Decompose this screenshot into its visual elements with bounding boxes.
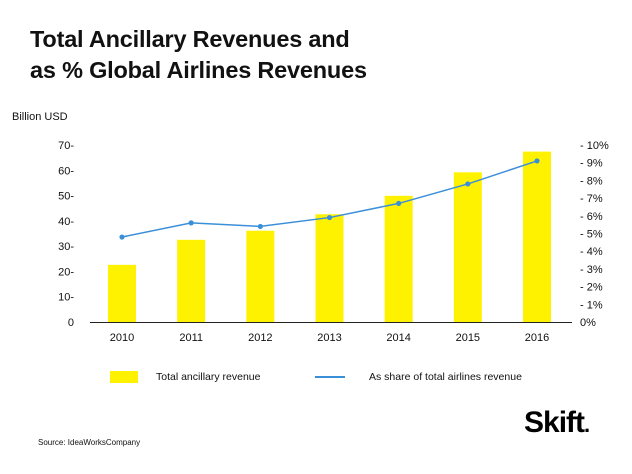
chart-title-line-2: as % Global Airlines Revenues bbox=[30, 57, 367, 83]
y-left-tick-label-3: 30- bbox=[58, 241, 74, 253]
y-right-tick-label-7: - 7% bbox=[580, 193, 603, 205]
y-left-tick-label-4: 40- bbox=[58, 216, 74, 228]
y-right-tick-label-10: - 10% bbox=[580, 140, 609, 152]
legend-swatch-line bbox=[315, 376, 345, 378]
y-right-tick-label-1: - 1% bbox=[580, 299, 603, 311]
y-left-tick-label-6: 60- bbox=[58, 165, 74, 177]
x-tick-label-2013: 2013 bbox=[317, 332, 341, 344]
chart-title: Total Ancillary Revenues and as % Global… bbox=[30, 24, 367, 86]
share-point-2016 bbox=[534, 158, 540, 164]
legend-label-line: As share of total airlines revenue bbox=[369, 371, 522, 383]
legend-item-line: As share of total airlines revenue bbox=[315, 371, 522, 383]
y-right-tick-label-4: - 4% bbox=[580, 246, 603, 258]
bar-2014 bbox=[384, 195, 413, 322]
x-tick-label-2010: 2010 bbox=[110, 332, 134, 344]
y-right-tick-label-9: - 9% bbox=[580, 158, 603, 170]
y-left-tick-label-2: 20- bbox=[58, 266, 74, 278]
y-right-tick-label-2: - 2% bbox=[580, 282, 603, 294]
legend-item-bars: Total ancillary revenue bbox=[110, 371, 260, 383]
share-point-2014 bbox=[396, 200, 402, 207]
y-axis-unit-label: Billion USD bbox=[12, 111, 68, 123]
x-tick-label-2012: 2012 bbox=[248, 332, 272, 344]
chart-title-line-1: Total Ancillary Revenues and bbox=[30, 26, 350, 52]
y-right-tick-label-5: - 5% bbox=[580, 229, 603, 241]
y-right-tick-label-3: - 3% bbox=[580, 264, 603, 276]
skift-logo: Skift. bbox=[524, 406, 590, 440]
bar-2012 bbox=[246, 230, 275, 322]
x-tick-label-2016: 2016 bbox=[525, 332, 549, 344]
y-left-tick-label-5: 50- bbox=[58, 191, 74, 203]
bar-2016 bbox=[523, 151, 551, 322]
share-point-2010 bbox=[119, 234, 125, 240]
y-left-tick-label-1: 10- bbox=[58, 292, 74, 304]
y-left-tick-label-0: 0 bbox=[68, 317, 74, 329]
share-point-2013 bbox=[326, 214, 333, 221]
share-point-2015 bbox=[465, 181, 471, 187]
brand-name: Skift bbox=[524, 406, 585, 439]
source-note: Source: IdeaWorksCompany bbox=[38, 438, 141, 447]
bar-2013 bbox=[315, 214, 344, 322]
brand-mark: . bbox=[584, 412, 590, 437]
y-left-tick-label-7: 70- bbox=[58, 140, 74, 152]
x-tick-label-2014: 2014 bbox=[386, 332, 410, 344]
legend-swatch-bar bbox=[110, 371, 138, 383]
bar-2015 bbox=[453, 172, 482, 322]
share-point-2011 bbox=[188, 220, 194, 226]
x-tick-label-2015: 2015 bbox=[456, 332, 480, 344]
x-tick-label-2011: 2011 bbox=[179, 332, 203, 344]
share-point-2012 bbox=[257, 223, 263, 230]
y-right-tick-label-0: 0% bbox=[580, 317, 596, 329]
legend-label-bars: Total ancillary revenue bbox=[156, 371, 261, 383]
y-right-tick-label-6: - 6% bbox=[580, 211, 603, 223]
y-right-tick-label-8: - 8% bbox=[580, 175, 603, 187]
bar-2011 bbox=[177, 239, 206, 322]
bar-2010 bbox=[108, 264, 136, 322]
